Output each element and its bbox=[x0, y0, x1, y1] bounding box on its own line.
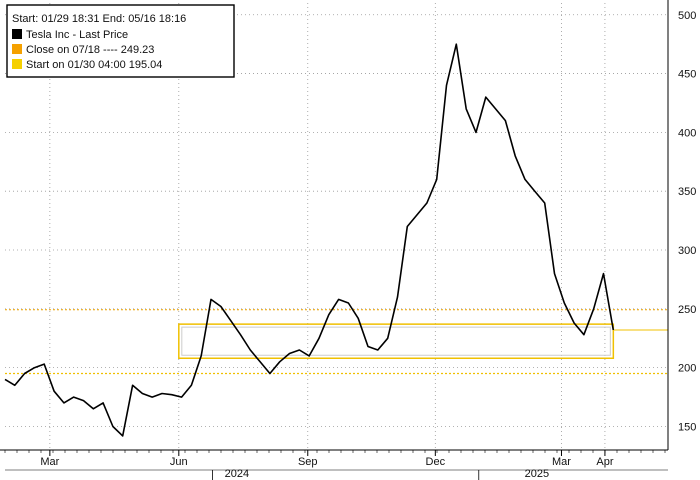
x-month-label-5: Apr bbox=[596, 456, 613, 468]
x-month-label-0: Mar bbox=[40, 456, 59, 468]
legend-swatch-close bbox=[12, 44, 22, 54]
series-layer bbox=[4, 43, 615, 437]
y-tick-label-150: 150 bbox=[678, 421, 696, 433]
reference-lines bbox=[5, 309, 668, 375]
y-tick-label-450: 450 bbox=[678, 69, 696, 81]
x-year-label-1: 2025 bbox=[525, 468, 549, 480]
legend-swatch-start bbox=[12, 59, 22, 69]
legend: Start: 01/29 18:31 End: 05/16 18:16 Tesl… bbox=[6, 4, 235, 78]
highlight-band-outer bbox=[178, 323, 615, 359]
x-month-label-4: Mar bbox=[552, 456, 571, 468]
legend-item-price: Tesla Inc - Last Price bbox=[12, 29, 128, 41]
legend-header: Start: 01/29 18:31 End: 05/16 18:16 bbox=[12, 13, 186, 25]
legend-label-close: Close on 07/18 ---- 249.23 bbox=[26, 44, 154, 56]
x-month-label-2: Sep bbox=[298, 456, 318, 468]
x-year-label-0: 2024 bbox=[225, 468, 249, 480]
x-month-label-1: Jun bbox=[170, 456, 188, 468]
x-month-label-3: Dec bbox=[426, 456, 446, 468]
grid-layer bbox=[5, 3, 668, 450]
legend-item-close: Close on 07/18 ---- 249.23 bbox=[12, 44, 154, 56]
y-tick-label-300: 300 bbox=[678, 245, 696, 257]
y-tick-label-200: 200 bbox=[678, 363, 696, 375]
y-tick-label-500: 500 bbox=[678, 10, 696, 22]
y-tick-label-400: 400 bbox=[678, 127, 696, 139]
legend-label-start: Start on 01/30 04:00 195.04 bbox=[26, 59, 162, 71]
legend-label-price: Tesla Inc - Last Price bbox=[26, 29, 128, 41]
legend-box bbox=[6, 4, 235, 78]
legend-swatch-price bbox=[12, 29, 22, 39]
y-tick-label-250: 250 bbox=[678, 304, 696, 316]
highlight-band-inner bbox=[181, 326, 611, 356]
y-tick-label-350: 350 bbox=[678, 186, 696, 198]
legend-item-start: Start on 01/30 04:00 195.04 bbox=[12, 59, 162, 71]
price-series-line bbox=[4, 43, 615, 437]
